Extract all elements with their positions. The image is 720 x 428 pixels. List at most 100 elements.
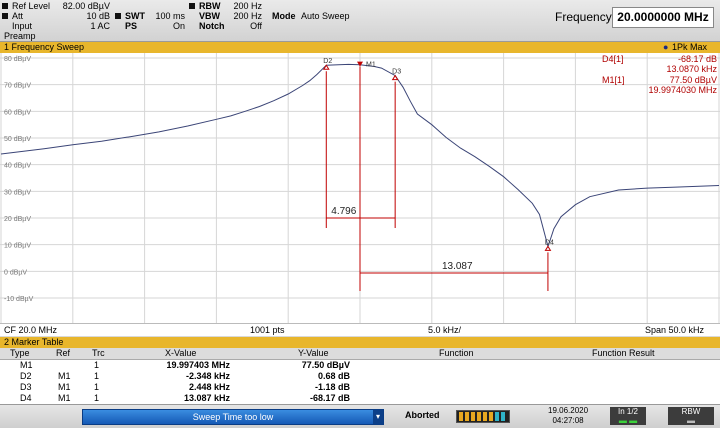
- y-tick-label: 40 dBµV: [4, 163, 31, 170]
- frequency-sweep-plot[interactable]: 80 dBµV 70 dBµV 60 dBµV 50 dBµV 40 dBµV 30 dB…: [0, 53, 720, 323]
- table-row[interactable]: D4 M1 1 13.087 kHz -68.17 dB: [0, 393, 720, 404]
- y-tick-label: 80 dBµV: [4, 56, 31, 63]
- col-y-value: Y-Value: [298, 348, 329, 358]
- rbw-indicator-button[interactable]: RBW ▬: [668, 407, 714, 425]
- row-trc: 1: [94, 382, 100, 392]
- dropdown-arrow-icon[interactable]: ▾: [373, 410, 383, 424]
- notch-value[interactable]: Off: [250, 21, 262, 31]
- row-y-value: 0.68 dB: [317, 371, 350, 381]
- y-axis-ticks: 80 dBµV 70 dBµV 60 dBµV 50 dBµV 40 dBµV 30 dB…: [4, 56, 34, 303]
- ps-value[interactable]: On: [172, 21, 185, 31]
- row-y-value: 77.50 dBµV: [301, 360, 350, 370]
- points-label: 1001 pts: [250, 325, 285, 335]
- row-trc: 1: [94, 360, 100, 370]
- att-indicator-icon: [2, 13, 8, 19]
- rbw-indicator-icon: [189, 3, 195, 9]
- marker-table-titlebar[interactable]: 2 Marker Table: [0, 337, 720, 348]
- marker-lines: [325, 66, 549, 291]
- status-bar: Sweep Time too low ▾ Aborted 19.06.2020 …: [0, 404, 720, 428]
- row-x-value: 2.448 kHz: [188, 382, 230, 392]
- vbw-value[interactable]: 200 Hz: [233, 11, 262, 21]
- measure-d3-label: 4.796: [331, 206, 356, 217]
- rbw-indicator-label: RBW: [681, 407, 701, 416]
- ref-level-label: Ref Level: [12, 1, 51, 11]
- vbw-label: VBW: [199, 11, 220, 21]
- status-message-button[interactable]: Sweep Time too low ▾: [82, 409, 384, 425]
- y-tick-label: -10 dBµV: [4, 296, 34, 303]
- time-label: 04:27:08: [552, 416, 584, 425]
- row-ref: M1: [58, 371, 71, 381]
- swt-value[interactable]: 100 ms: [155, 11, 185, 21]
- window1-title: 1 Frequency Sweep: [4, 42, 85, 52]
- row-y-value: -68.17 dB: [309, 393, 350, 403]
- input-value[interactable]: 1 AC: [90, 21, 110, 31]
- rbw-value[interactable]: 200 Hz: [233, 1, 262, 11]
- sweep-progress-indicator: [456, 410, 510, 423]
- frequency-axis-bar: CF 20.0 MHz 1001 pts 5.0 kHz/ Span 50.0 …: [0, 323, 720, 336]
- frequency-value[interactable]: 20.0000000 MHz: [612, 7, 714, 28]
- marker-info-box: D4[1] -68.17 dB 13.0870 kHz M1[1] 77.50 …: [590, 54, 718, 98]
- mode-label: Mode: [272, 11, 296, 21]
- frequency-sweep-titlebar[interactable]: 1 Frequency Sweep ● 1Pk Max: [0, 42, 720, 53]
- y-tick-label: 50 dBµV: [4, 136, 31, 143]
- trace-1: [0, 63, 720, 249]
- row-type: M1: [20, 360, 33, 370]
- measure-d4-label: 13.087: [442, 261, 473, 272]
- row-ref: M1: [58, 393, 71, 403]
- window2-title: 2 Marker Table: [4, 337, 64, 347]
- rbw-label: RBW: [199, 1, 221, 11]
- marker-info-d4-name: D4[1]: [602, 54, 624, 64]
- row-trc: 1: [94, 393, 100, 403]
- notch-label: Notch: [199, 21, 225, 31]
- ref-level-value[interactable]: 82.00 dBµV: [62, 1, 110, 11]
- marker-m1-icon: [357, 61, 363, 67]
- row-type: D2: [20, 371, 32, 381]
- sweep-state: Aborted: [405, 410, 440, 420]
- input-indicator-lights-icon: ▬ ▬: [618, 416, 638, 425]
- input-label: Input: [12, 21, 33, 31]
- att-value[interactable]: 10 dB: [86, 11, 110, 21]
- y-tick-label: 0 dBµV: [4, 269, 27, 276]
- y-tick-label: 20 dBµV: [4, 216, 31, 223]
- mode-value[interactable]: Auto Sweep: [301, 11, 350, 21]
- row-x-value: -2.348 kHz: [185, 371, 230, 381]
- ps-label: PS: [125, 21, 138, 31]
- y-tick-label: 10 dBµV: [4, 243, 31, 250]
- rbw-indicator-light-icon: ▬: [687, 416, 695, 425]
- plot-grid: [0, 53, 720, 323]
- col-trc: Trc: [92, 348, 105, 358]
- swt-label: SWT: [125, 11, 145, 21]
- table-row[interactable]: M1 1 19.997403 MHz 77.50 dBµV: [0, 360, 720, 371]
- marker-label: D2: [323, 58, 332, 65]
- status-message: Sweep Time too low: [192, 412, 274, 422]
- input-indicator-label: In 1/2: [617, 407, 638, 416]
- span-label: Span 50.0 kHz: [645, 325, 705, 335]
- division-label: 5.0 kHz/: [428, 325, 462, 335]
- frequency-box[interactable]: Frequency 20.0000000 MHz: [552, 7, 716, 28]
- table-row[interactable]: D2 M1 1 -2.348 kHz 0.68 dB: [0, 371, 720, 382]
- row-x-value: 13.087 kHz: [183, 393, 230, 403]
- marker-d3-icon: [391, 74, 399, 81]
- y-tick-label: 30 dBµV: [4, 189, 31, 196]
- detector-label: 1Pk Max: [672, 42, 708, 52]
- marker-info-m1-name: M1[1]: [602, 75, 625, 85]
- row-trc: 1: [94, 371, 100, 381]
- swt-indicator-icon: [115, 13, 121, 19]
- input-indicator-button[interactable]: In 1/2 ▬ ▬: [610, 407, 646, 425]
- marker-info-m1-value: 77.50 dBµV: [669, 75, 717, 85]
- marker-info-d4-value: -68.17 dB: [677, 54, 717, 64]
- marker-table-header: Type Ref Trc X-Value Y-Value Function Fu…: [0, 348, 720, 360]
- ref-level-indicator-icon: [2, 3, 8, 9]
- marker-label: D3: [392, 69, 401, 76]
- col-type: Type: [10, 348, 30, 358]
- table-row[interactable]: D3 M1 1 2.448 kHz -1.18 dB: [0, 382, 720, 393]
- row-ref: M1: [58, 382, 71, 392]
- col-function-result: Function Result: [592, 348, 655, 358]
- marker-info-d4-sub: 13.0870 kHz: [666, 64, 717, 74]
- y-tick-label: 60 dBµV: [4, 109, 31, 116]
- center-frequency-label: CF 20.0 MHz: [4, 325, 58, 335]
- preamp-label: Preamp: [4, 31, 36, 41]
- date-label: 19.06.2020: [548, 406, 589, 415]
- marker-d4-icon: [544, 245, 552, 251]
- col-function: Function: [439, 348, 474, 358]
